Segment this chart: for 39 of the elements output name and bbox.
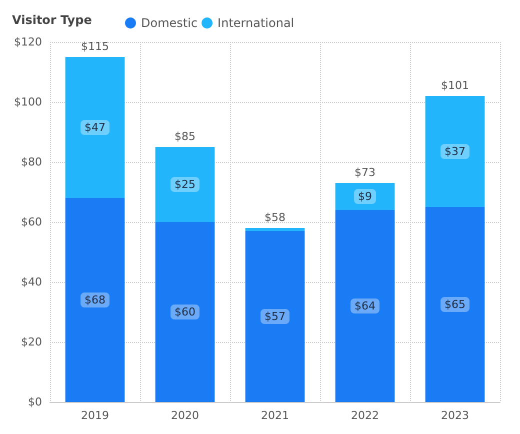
y-tick-label: $20 xyxy=(21,336,42,348)
bar xyxy=(425,96,485,207)
y-tick-label: $120 xyxy=(14,36,42,48)
data-label: $57 xyxy=(264,310,286,323)
x-tick-label: 2020 xyxy=(171,409,199,422)
x-tick-label: 2023 xyxy=(441,409,469,422)
total-label: $73 xyxy=(354,166,376,179)
legend-title: Visitor Type xyxy=(12,13,92,27)
data-label: $47 xyxy=(84,121,106,134)
x-tick-label: 2019 xyxy=(81,409,109,422)
y-tick-label: $100 xyxy=(14,96,42,108)
bar xyxy=(335,210,395,402)
data-label: $25 xyxy=(174,178,196,191)
total-label: $101 xyxy=(441,79,469,92)
bar xyxy=(155,222,215,402)
x-tick-label: 2021 xyxy=(261,409,289,422)
bar xyxy=(155,147,215,222)
data-label: $64 xyxy=(354,300,376,312)
data-label: $68 xyxy=(84,294,106,306)
legend-label: Domestic xyxy=(141,16,198,30)
bar xyxy=(335,183,395,210)
bar xyxy=(425,207,485,402)
total-label: $85 xyxy=(174,130,196,143)
total-label: $115 xyxy=(81,40,109,53)
bar xyxy=(245,231,305,402)
bar xyxy=(245,228,305,231)
legend-label: International xyxy=(218,16,294,30)
x-tick-label: 2022 xyxy=(351,409,379,422)
total-label: $58 xyxy=(264,211,286,224)
data-label: $65 xyxy=(444,298,466,311)
data-label: $60 xyxy=(174,306,196,318)
bar xyxy=(65,57,125,198)
y-tick-label: $80 xyxy=(21,156,42,168)
bar xyxy=(65,198,125,402)
data-label: $9 xyxy=(358,190,372,203)
y-tick-label: $60 xyxy=(21,216,42,228)
data-label: $37 xyxy=(444,145,466,158)
y-tick-label: $0 xyxy=(28,396,42,408)
y-tick-label: $40 xyxy=(21,276,42,288)
